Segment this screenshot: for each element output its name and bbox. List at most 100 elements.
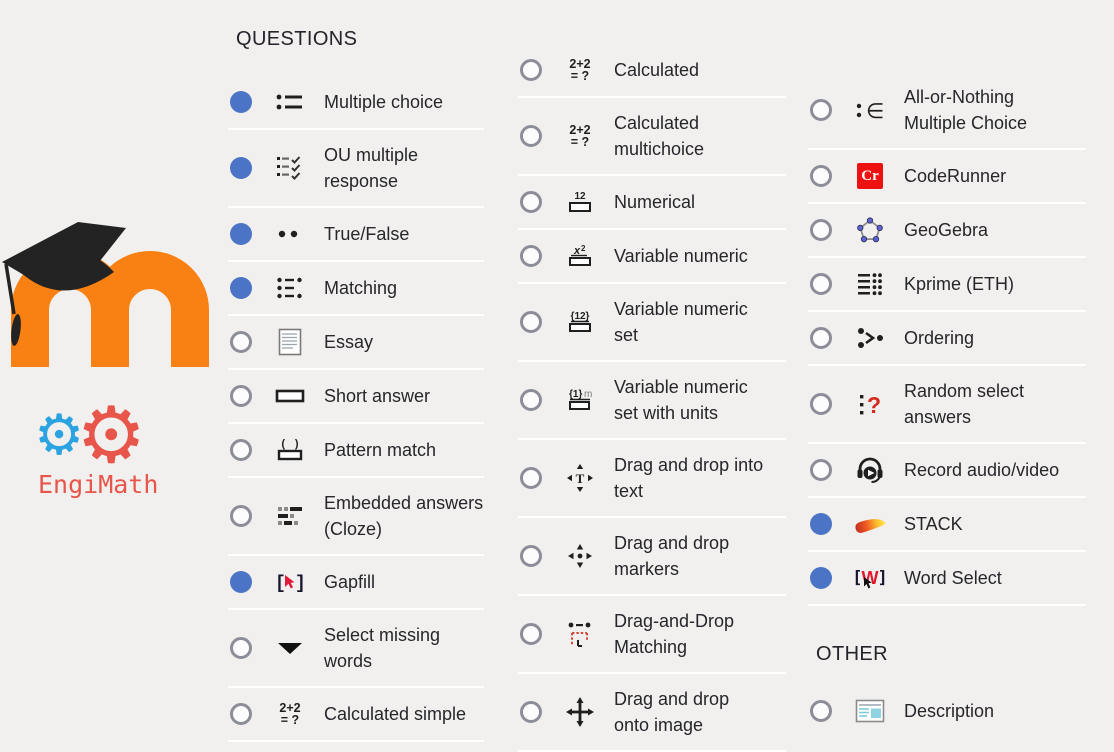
radio-button-unselected[interactable] — [520, 545, 542, 567]
radio-button-unselected[interactable] — [810, 459, 832, 481]
question-type-calculated-simple[interactable]: 2+2 = ? Calculated simple — [228, 688, 484, 742]
radio-button-unselected[interactable] — [230, 637, 252, 659]
svg-text:?: ? — [867, 392, 881, 418]
question-type-variable-numeric[interactable]: x 2 Variable numeric — [518, 230, 786, 284]
moodle-m-icon — [2, 222, 209, 367]
question-type-ordering[interactable]: Ordering — [808, 312, 1086, 366]
questions-column-3: ∈ All-or-Nothing Multiple Choice Cr CodeRun… — [808, 72, 1086, 738]
question-type-label: Ordering — [904, 328, 975, 348]
question-type-all-or-nothing-multiple-choice[interactable]: ∈ All-or-Nothing Multiple Choice — [808, 72, 1086, 150]
radio-button-unselected[interactable] — [230, 505, 252, 527]
radio-button-unselected[interactable] — [230, 703, 252, 725]
question-type-embedded-answers-cloze[interactable]: Embedded answers (Cloze) — [228, 478, 484, 556]
question-type-calculated[interactable]: 2+2 = ? Calculated — [518, 44, 786, 98]
drag-drop-matching-icon — [558, 615, 602, 653]
description-icon — [848, 692, 892, 730]
pattern-match-icon: ( ) — [268, 431, 312, 469]
radio-button-selected[interactable] — [810, 513, 832, 535]
ordering-icon — [848, 319, 892, 357]
question-type-variable-numeric-set-with-units[interactable]: {1} m Variable numeric set with units — [518, 362, 786, 440]
radio-button-unselected[interactable] — [810, 219, 832, 241]
question-type-label: Short answer — [324, 386, 431, 406]
svg-text:∈: ∈ — [866, 100, 884, 123]
question-type-record-audio-video[interactable]: Record audio/video — [808, 444, 1086, 498]
radio-button-unselected[interactable] — [520, 623, 542, 645]
question-type-stack[interactable]: STACK — [808, 498, 1086, 552]
radio-button-unselected[interactable] — [810, 393, 832, 415]
radio-button-selected[interactable] — [230, 223, 252, 245]
radio-button-unselected[interactable] — [810, 99, 832, 121]
question-type-label: Embedded answers (Cloze) — [324, 493, 484, 539]
calculated-icon: 2+2 = ? — [569, 57, 591, 83]
question-type-label: Multiple choice — [324, 92, 444, 112]
question-type-random-select-answers[interactable]: ? Random select answers — [808, 366, 1086, 444]
radio-button-selected[interactable] — [810, 567, 832, 589]
radio-button-unselected[interactable] — [520, 245, 542, 267]
question-type-drag-and-drop-onto-image[interactable]: Drag and drop onto image — [518, 674, 786, 752]
question-type-label: Calculated multichoice — [614, 113, 705, 159]
coderunner-icon: Cr — [848, 157, 892, 195]
variable-numeric-set-units-icon: {1} m — [558, 381, 602, 419]
radio-button-unselected[interactable] — [520, 191, 542, 213]
question-type-label: STACK — [904, 514, 963, 534]
question-type-description[interactable]: Description — [808, 684, 1086, 738]
question-type-essay[interactable]: Essay — [228, 316, 484, 370]
question-type-drag-and-drop-into-text[interactable]: T Drag and drop into text — [518, 440, 786, 518]
question-type-short-answer[interactable]: Short answer — [228, 370, 484, 424]
svg-text:{12}: {12} — [571, 311, 590, 322]
radio-button-selected[interactable] — [230, 571, 252, 593]
radio-button-unselected[interactable] — [520, 389, 542, 411]
radio-button-unselected[interactable] — [520, 701, 542, 723]
radio-button-unselected[interactable] — [230, 439, 252, 461]
radio-button-unselected[interactable] — [810, 273, 832, 295]
question-type-drag-and-drop-matching[interactable]: Drag-and-Drop Matching — [518, 596, 786, 674]
question-type-variable-numeric-set[interactable]: {12} Variable numeric set — [518, 284, 786, 362]
radio-button-unselected[interactable] — [230, 331, 252, 353]
svg-text:2: 2 — [581, 244, 586, 253]
radio-button-unselected[interactable] — [520, 59, 542, 81]
svg-text:T: T — [576, 471, 585, 486]
question-type-word-select[interactable]: [W] Word Select — [808, 552, 1086, 606]
blue-gear-icon: ⚙ — [34, 403, 85, 466]
question-type-label: Drag and drop markers — [614, 533, 730, 579]
question-type-calculated-multichoice[interactable]: 2+2 = ? Calculated multichoice — [518, 98, 786, 176]
radio-button-selected[interactable] — [230, 277, 252, 299]
questions-column-2: 2+2 = ? Calculated 2+2 = ? Calculated multich… — [518, 44, 786, 752]
engimath-label: EngiMath — [38, 470, 159, 499]
svg-text:x: x — [573, 245, 581, 257]
question-type-gapfill[interactable]: [] Gapfill — [228, 556, 484, 610]
radio-button-unselected[interactable] — [810, 700, 832, 722]
section-header-questions: QUESTIONS — [236, 27, 358, 50]
radio-button-unselected[interactable] — [810, 327, 832, 349]
all-or-nothing-multiple-choice-icon: ∈ — [848, 91, 892, 129]
question-type-geogebra[interactable]: GeoGebra — [808, 204, 1086, 258]
engimath-logo: ⚙ ⚙ EngiMath — [34, 396, 214, 499]
calculated-simple-icon: 2+2 = ? — [279, 701, 301, 727]
question-type-matching[interactable]: Matching — [228, 262, 484, 316]
question-type-ou-multiple-response[interactable]: OU multiple response — [228, 130, 484, 208]
svg-text:[: [ — [275, 574, 286, 594]
kprime-icon — [848, 265, 892, 303]
question-type-drag-and-drop-markers[interactable]: Drag and drop markers — [518, 518, 786, 596]
question-type-multiple-choice[interactable]: Multiple choice — [228, 76, 484, 130]
radio-button-selected[interactable] — [230, 91, 252, 113]
question-type-label: Pattern match — [324, 440, 437, 460]
question-type-coderunner[interactable]: Cr CodeRunner — [808, 150, 1086, 204]
radio-button-selected[interactable] — [230, 157, 252, 179]
radio-button-unselected[interactable] — [520, 311, 542, 333]
question-type-pattern-match[interactable]: ( ) Pattern match — [228, 424, 484, 478]
select-missing-words-icon — [268, 629, 312, 667]
radio-button-unselected[interactable] — [230, 385, 252, 407]
radio-button-unselected[interactable] — [520, 125, 542, 147]
question-type-kprime-eth[interactable]: Kprime (ETH) — [808, 258, 1086, 312]
question-type-select-missing-words[interactable]: Select missing words — [228, 610, 484, 688]
word-select-icon: [W] — [852, 567, 888, 589]
red-gear-icon: ⚙ — [76, 391, 147, 479]
question-type-numerical[interactable]: 12 Numerical — [518, 176, 786, 230]
radio-button-unselected[interactable] — [810, 165, 832, 187]
question-type-true-false[interactable]: True/False — [228, 208, 484, 262]
radio-button-unselected[interactable] — [520, 467, 542, 489]
svg-text:( ): ( ) — [280, 439, 300, 451]
engimath-gears: ⚙ ⚙ — [34, 396, 214, 474]
